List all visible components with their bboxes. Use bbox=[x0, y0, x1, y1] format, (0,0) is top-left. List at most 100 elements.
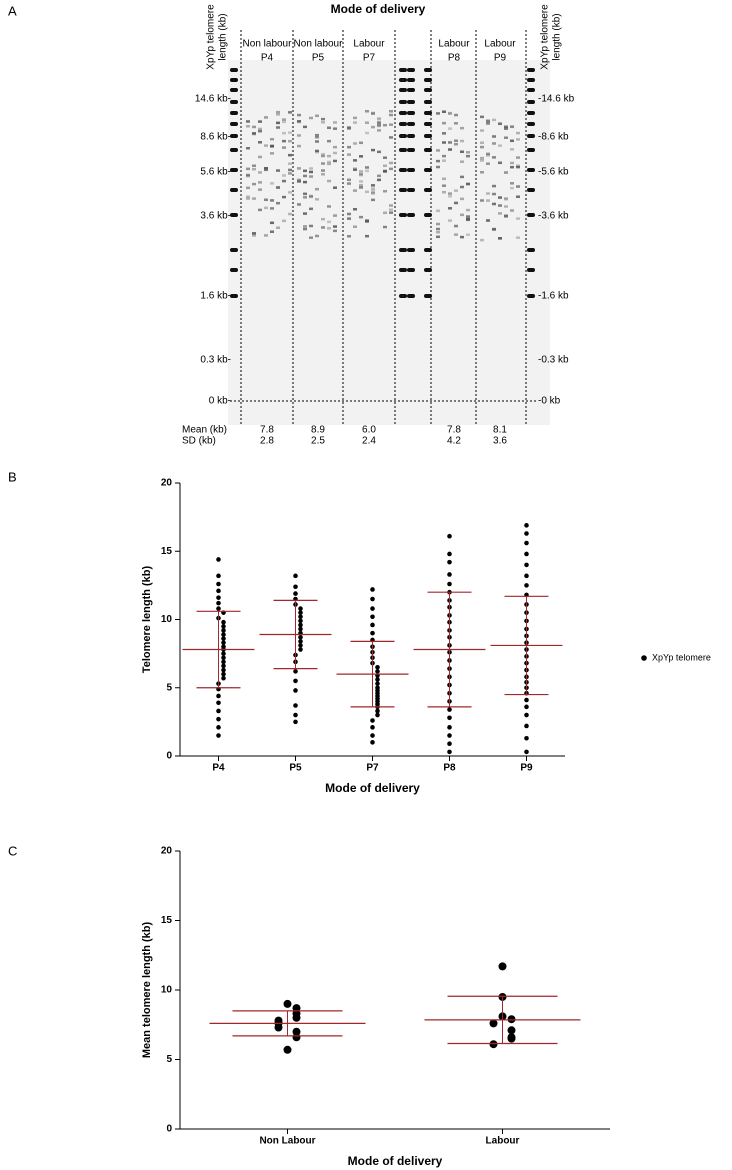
gel-band bbox=[252, 164, 256, 168]
data-point bbox=[524, 697, 529, 703]
ladder-label: -14.6 kb bbox=[538, 94, 575, 105]
gel-band bbox=[309, 175, 313, 178]
x-tick-label: P4 bbox=[212, 763, 225, 774]
gel-band bbox=[303, 225, 307, 228]
x-axis-label: Mode of delivery bbox=[325, 781, 420, 795]
ladder-band bbox=[527, 68, 535, 72]
gel-band bbox=[460, 150, 464, 154]
ladder-band bbox=[424, 100, 432, 104]
gel-band bbox=[353, 208, 357, 211]
gel-band bbox=[282, 146, 286, 149]
gel-band bbox=[303, 196, 307, 199]
gel-band bbox=[258, 120, 262, 123]
ladder-label: -0 kb bbox=[538, 396, 561, 407]
gel-axis-label: XpYp telomere bbox=[206, 4, 217, 70]
gel-band bbox=[492, 184, 496, 188]
y-tick-label: 20 bbox=[161, 846, 173, 857]
y-axis-label: Mean telomere length (kb) bbox=[141, 922, 153, 1059]
group-label: Labour bbox=[438, 39, 470, 50]
ladder-band bbox=[424, 294, 432, 298]
gel-band bbox=[246, 167, 250, 171]
gel-band bbox=[347, 126, 351, 129]
ladder-band bbox=[230, 134, 238, 138]
gel-band bbox=[371, 190, 375, 193]
ladder-band bbox=[407, 268, 415, 272]
gel-band bbox=[466, 154, 470, 158]
gel-band bbox=[315, 133, 319, 137]
gel-band bbox=[258, 171, 262, 174]
ladder-band bbox=[527, 188, 535, 192]
ladder-band bbox=[424, 68, 432, 72]
gel-band bbox=[510, 125, 514, 128]
gel-band bbox=[353, 167, 357, 170]
gel-band bbox=[448, 141, 452, 144]
gel-band bbox=[504, 136, 508, 139]
gel-band bbox=[486, 154, 490, 157]
ladder-band bbox=[230, 100, 238, 104]
gel-band bbox=[454, 224, 458, 228]
gel-band bbox=[288, 172, 292, 175]
gel-band bbox=[315, 114, 319, 118]
data-point bbox=[221, 628, 226, 633]
data-point bbox=[293, 678, 298, 684]
gel-band bbox=[288, 111, 292, 114]
sd-value: 2.5 bbox=[311, 436, 325, 447]
gel-band bbox=[309, 207, 313, 211]
gel-band bbox=[315, 197, 319, 201]
gel-band bbox=[442, 177, 446, 181]
data-point bbox=[216, 606, 221, 611]
gel-band bbox=[510, 139, 514, 143]
gel-band bbox=[442, 141, 446, 144]
gel-band bbox=[246, 125, 250, 128]
gel-band bbox=[448, 127, 452, 130]
ladder-band bbox=[407, 122, 415, 126]
gel-band bbox=[365, 234, 369, 238]
gel-band bbox=[359, 172, 363, 176]
data-point bbox=[447, 572, 452, 577]
ladder-band bbox=[407, 168, 415, 172]
gel-band bbox=[315, 187, 319, 191]
data-point bbox=[216, 708, 221, 714]
ladder-band bbox=[399, 100, 407, 104]
data-point bbox=[283, 1045, 292, 1054]
gel-band bbox=[282, 118, 286, 121]
ladder-band bbox=[230, 188, 238, 192]
y-tick-label: 15 bbox=[161, 915, 173, 926]
data-point bbox=[370, 606, 375, 611]
gel-band bbox=[270, 230, 274, 233]
gel-band bbox=[321, 117, 325, 121]
data-point bbox=[524, 749, 529, 755]
gel-band bbox=[258, 155, 262, 159]
gel-band bbox=[282, 219, 286, 223]
ladder-band bbox=[407, 148, 415, 152]
gel-band bbox=[498, 196, 502, 199]
gel-band bbox=[258, 181, 262, 184]
data-point bbox=[370, 725, 375, 730]
gel-band bbox=[480, 115, 484, 119]
y-tick-label: 0 bbox=[166, 1124, 172, 1135]
gel-band bbox=[436, 165, 440, 169]
gel-band bbox=[480, 159, 484, 162]
gel-band bbox=[315, 140, 319, 143]
gel-band bbox=[377, 121, 381, 125]
data-point bbox=[221, 651, 226, 656]
gel-band bbox=[377, 117, 381, 120]
gel-band bbox=[327, 154, 331, 158]
gel-band bbox=[460, 160, 464, 163]
group-label: Labour bbox=[484, 39, 516, 50]
gel-band bbox=[371, 148, 375, 152]
gel-band bbox=[321, 121, 325, 124]
gel-band bbox=[321, 152, 325, 156]
gel-band bbox=[383, 123, 387, 127]
ladder-band bbox=[230, 213, 238, 217]
gel-band bbox=[516, 236, 520, 239]
ladder-band bbox=[407, 213, 415, 217]
gel-band bbox=[252, 234, 256, 237]
data-point bbox=[283, 999, 292, 1008]
gel-band bbox=[246, 174, 250, 178]
gel-band bbox=[436, 149, 440, 152]
gel-band bbox=[333, 225, 337, 228]
gel-band bbox=[454, 139, 458, 142]
ladder-band bbox=[527, 148, 535, 152]
gel-band bbox=[246, 146, 250, 150]
